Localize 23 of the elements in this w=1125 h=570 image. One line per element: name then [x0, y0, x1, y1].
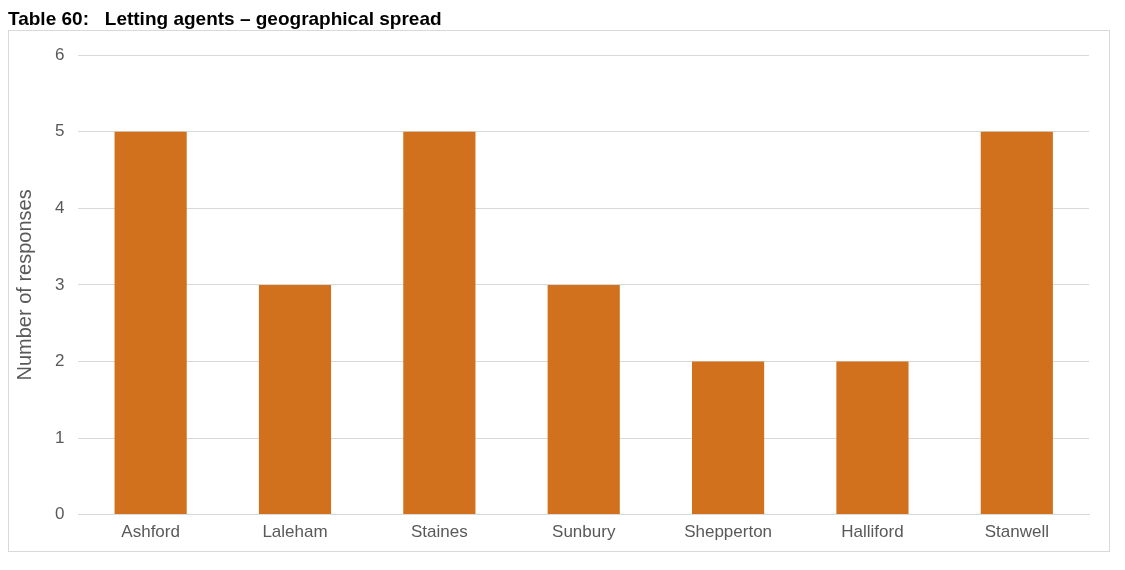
- x-tick-label: Shepperton: [684, 522, 773, 542]
- x-tick-label: Laleham: [262, 522, 328, 542]
- y-axis-title: Number of responses: [12, 189, 35, 381]
- chart-title: Table 60: Letting agents – geographical spread: [8, 8, 443, 30]
- y-tick-label: 4: [54, 198, 65, 218]
- bar: [980, 131, 1053, 515]
- bar: [258, 284, 332, 515]
- bar: [836, 361, 909, 515]
- x-tick-label: Halliford: [841, 522, 904, 542]
- bar: [114, 131, 187, 515]
- y-tick-label: 5: [54, 121, 65, 141]
- y-tick-label: 6: [54, 44, 65, 64]
- x-tick-label: Staines: [411, 522, 468, 542]
- bar: [403, 131, 476, 515]
- x-tick-label: Stanwell: [984, 522, 1049, 542]
- x-tick-label: Sunbury: [552, 522, 616, 542]
- bar: [692, 361, 765, 515]
- y-tick-label: 0: [54, 504, 65, 524]
- y-tick-label: 2: [54, 351, 65, 371]
- y-tick-label: 3: [54, 274, 65, 294]
- bar: [547, 284, 620, 515]
- x-tick-label: Ashford: [121, 522, 180, 542]
- y-tick-label: 1: [54, 427, 65, 447]
